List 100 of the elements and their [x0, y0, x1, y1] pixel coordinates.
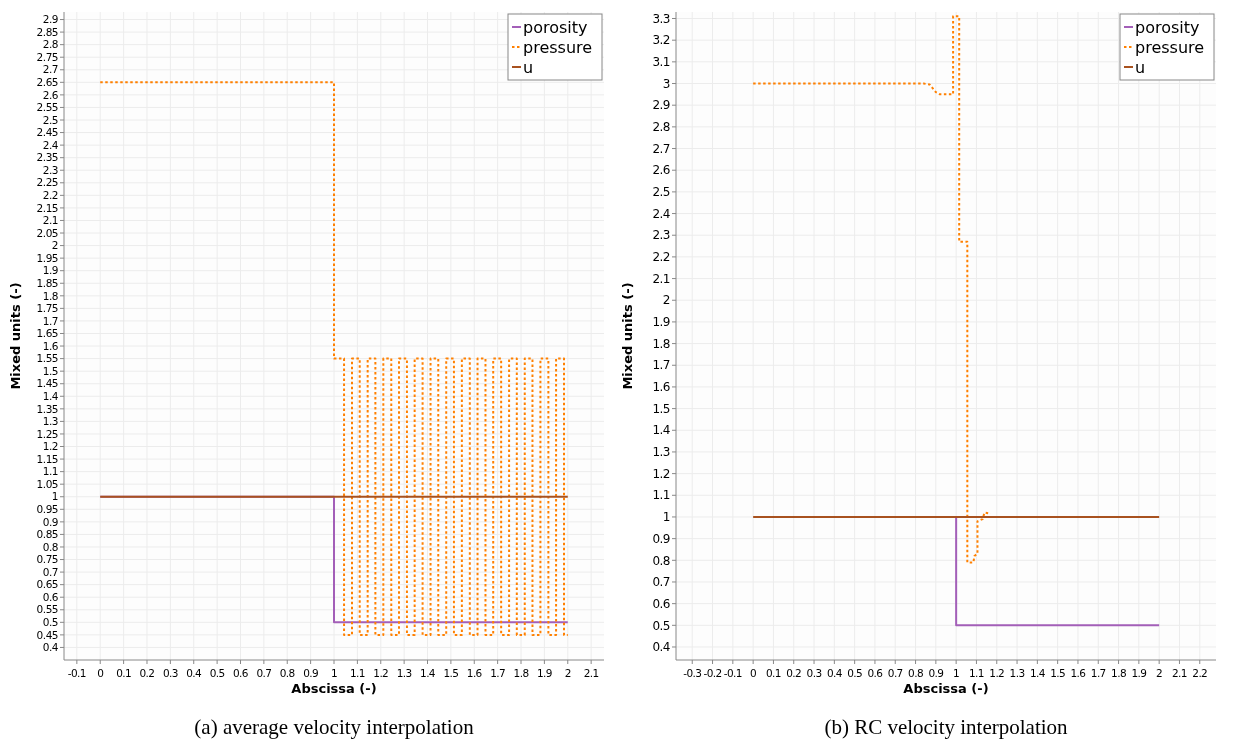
y-tick-label: 3	[662, 76, 670, 91]
y-axis-title: Mixed units (-)	[620, 282, 635, 390]
y-tick-label: 1.5	[652, 401, 670, 416]
y-tick-label: 1.6	[42, 339, 59, 352]
x-tick-label: -0.3	[683, 667, 702, 679]
y-tick-label: 1.4	[652, 423, 670, 438]
y-tick-label: 1.15	[36, 452, 58, 465]
x-tick-label: 1.7	[1090, 667, 1106, 679]
y-tick-label: 2.45	[36, 126, 58, 139]
x-tick-label: 2	[564, 667, 571, 679]
y-tick-label: 2.35	[36, 151, 58, 164]
legend-label: porosity	[523, 17, 588, 37]
y-tick-label: 1.7	[42, 314, 58, 327]
x-tick-label: 1.1	[349, 667, 365, 679]
y-tick-label: 2.9	[42, 13, 58, 26]
y-tick-label: 2.25	[36, 176, 58, 189]
y-tick-label: 1	[51, 490, 58, 503]
y-tick-label: 0.8	[652, 553, 670, 568]
y-tick-label: 1.85	[36, 276, 58, 289]
x-tick-label: 1.5	[1050, 667, 1066, 679]
y-tick-label: 1.65	[36, 327, 58, 340]
x-tick-label: -0.1	[67, 667, 86, 679]
y-tick-label: 1.1	[42, 465, 58, 478]
x-tick-label: 0.8	[279, 667, 295, 679]
x-tick-label: 1.3	[1009, 667, 1025, 679]
x-tick-label: 1	[330, 667, 338, 679]
x-tick-label: 1.6	[466, 667, 483, 679]
y-tick-label: 2.3	[652, 228, 670, 243]
x-tick-label: 1.2	[373, 667, 389, 679]
y-tick-label: 0.95	[36, 502, 58, 515]
x-tick-label: -0.1	[723, 667, 742, 679]
y-tick-label: 0.75	[36, 553, 58, 566]
y-tick-label: 1.9	[42, 264, 58, 277]
y-tick-label: 0.8	[42, 540, 58, 553]
y-tick-label: 1.95	[36, 251, 58, 264]
y-tick-label: 2.6	[652, 163, 670, 178]
text: (a) average velocity interpolation	[194, 715, 475, 739]
y-tick-label: 1.35	[36, 402, 58, 415]
y-tick-label: 0.7	[652, 575, 670, 590]
y-tick-label: 2.7	[652, 141, 670, 156]
y-tick-label: 1.2	[42, 440, 58, 453]
x-tick-label: 0	[97, 667, 104, 679]
x-tick-label: 0.2	[786, 667, 802, 679]
legend-label: porosity	[1135, 17, 1200, 37]
x-tick-label: 0.9	[928, 667, 944, 679]
x-tick-label: 0.3	[162, 667, 178, 679]
y-tick-label: 2.5	[652, 185, 670, 200]
x-tick-label: 0.5	[209, 667, 225, 679]
y-tick-label: 2.4	[42, 138, 59, 151]
y-tick-label: 2.1	[42, 214, 58, 227]
y-tick-label: 2.75	[36, 50, 58, 63]
y-tick-label: 2.1	[652, 271, 670, 286]
x-tick-label: 0.7	[887, 667, 903, 679]
x-tick-label: 0.6	[867, 667, 884, 679]
x-tick-label: 1.2	[989, 667, 1005, 679]
y-tick-label: 2.8	[42, 38, 58, 51]
y-tick-label: 1.9	[652, 315, 670, 330]
y-tick-label: 0.6	[652, 596, 670, 611]
y-tick-label: 1.75	[36, 302, 58, 315]
y-tick-label: 1.55	[36, 352, 58, 365]
x-tick-label: 1.4	[420, 667, 436, 679]
y-tick-label: 2.2	[42, 189, 58, 202]
y-tick-label: 0.9	[42, 515, 58, 528]
y-tick-label: 3.1	[652, 55, 670, 70]
x-tick-label: 0.9	[303, 667, 319, 679]
y-tick-label: 0.55	[36, 603, 58, 616]
y-tick-label: 0.45	[36, 628, 58, 641]
y-axis-title: Mixed units (-)	[8, 282, 23, 390]
x-tick-label: -0.2	[703, 667, 722, 679]
x-tick-label: 0.3	[806, 667, 822, 679]
y-tick-label: 1.5	[42, 364, 58, 377]
x-tick-label: 0.8	[908, 667, 923, 679]
x-tick-label: 1.5	[443, 667, 459, 679]
y-tick-label: 2.7	[42, 63, 58, 76]
x-tick-label: 1.8	[1111, 667, 1127, 679]
y-tick-label: 2.85	[36, 25, 58, 38]
y-tick-label: 2.3	[42, 163, 58, 176]
legend-label: u	[1135, 57, 1146, 77]
x-axis-title: Abscissa (-)	[291, 681, 377, 696]
y-tick-label: 2.8	[652, 120, 670, 135]
y-tick-label: 1.3	[652, 445, 670, 460]
y-tick-label: 2.15	[36, 201, 58, 214]
x-tick-label: 1.9	[1131, 667, 1147, 679]
legend-label: pressure	[1135, 37, 1205, 57]
y-tick-label: 1.2	[652, 466, 670, 481]
x-tick-label: 1.1	[969, 667, 984, 679]
x-tick-label: 2	[1156, 667, 1163, 679]
x-tick-label: 0.4	[826, 667, 843, 679]
x-tick-label: 2.1	[1172, 667, 1187, 679]
x-tick-label: 0.7	[256, 667, 272, 679]
x-tick-label: 1	[953, 667, 960, 679]
y-tick-label: 0.9	[652, 531, 670, 546]
y-tick-label: 3.3	[652, 11, 670, 26]
y-tick-label: 1.3	[42, 415, 58, 428]
y-tick-label: 2.65	[36, 76, 58, 88]
x-tick-label: 1.7	[490, 667, 506, 679]
x-tick-label: 0.1	[765, 667, 781, 679]
y-tick-label: 1	[662, 510, 670, 525]
x-tick-label: 2.2	[1192, 667, 1208, 679]
y-tick-label: 1.8	[652, 336, 670, 351]
